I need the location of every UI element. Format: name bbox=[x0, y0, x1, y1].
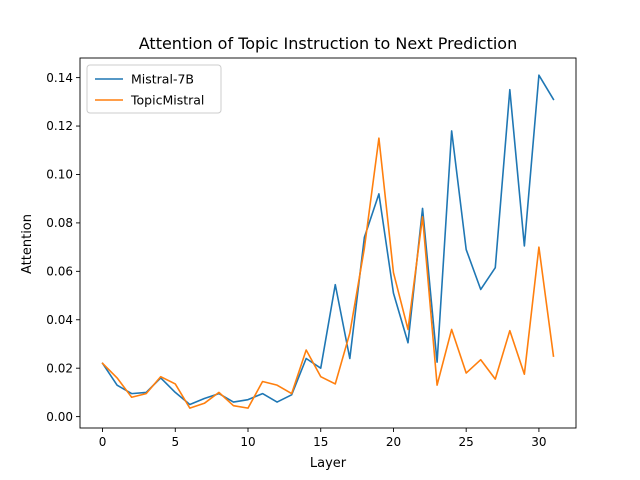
series-line-mistral-7b bbox=[101, 74, 555, 406]
x-axis-label: Layer bbox=[310, 456, 347, 471]
series-group bbox=[101, 74, 555, 409]
x-tick-label: 30 bbox=[531, 435, 546, 449]
legend-label: TopicMistral bbox=[130, 93, 204, 108]
y-tick-label: 0.12 bbox=[46, 119, 73, 133]
plot-area: 0 5 10 15 20 25 30 0.00 0.02 0.04 0.06 0.08 0.10 0.12… bbox=[46, 57, 577, 449]
y-axis-label: Attention bbox=[20, 214, 35, 274]
x-tick-label: 20 bbox=[386, 435, 401, 449]
axes-frame bbox=[79, 57, 577, 429]
y-tick-label: 0.14 bbox=[46, 71, 73, 85]
y-tick-label: 0.10 bbox=[46, 168, 73, 182]
x-tick-label: 10 bbox=[240, 435, 255, 449]
x-tick-label: 25 bbox=[459, 435, 474, 449]
y-tick-label: 0.06 bbox=[46, 265, 73, 279]
x-tick-label: 0 bbox=[99, 435, 107, 449]
legend: Mistral-7B TopicMistral bbox=[86, 64, 222, 114]
x-tick-label: 15 bbox=[313, 435, 328, 449]
x-tick-label: 5 bbox=[171, 435, 179, 449]
y-tick-label: 0.00 bbox=[46, 410, 73, 424]
series-line-topicmistral bbox=[101, 137, 555, 409]
legend-label: Mistral-7B bbox=[131, 72, 194, 87]
y-tick-label: 0.04 bbox=[46, 313, 73, 327]
legend-box bbox=[86, 64, 222, 114]
y-tick-label: 0.02 bbox=[46, 361, 73, 375]
chart-title: Attention of Topic Instruction to Next P… bbox=[139, 34, 517, 53]
y-tick-label: 0.08 bbox=[46, 216, 73, 230]
